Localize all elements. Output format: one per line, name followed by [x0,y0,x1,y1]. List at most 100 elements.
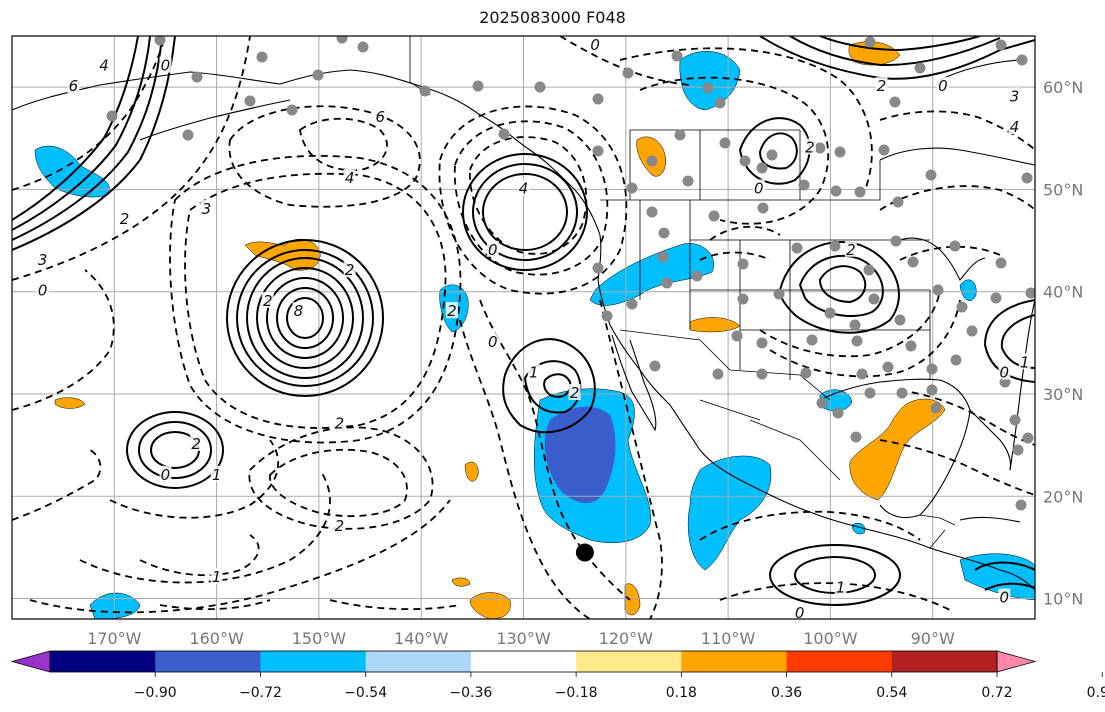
lat-label: 40°N [1043,283,1083,302]
contour-label: 1 [529,364,539,382]
colorbar-swatch [470,651,577,672]
contour-system-gulf-alaska [462,153,588,271]
contour-label: 0 [488,333,498,351]
contour-label-bg [844,240,857,257]
contour-label: 0 [161,466,171,484]
dashed-contours [12,36,1035,619]
contour-label: 2 [345,261,355,279]
us-mexico-border [619,329,831,401]
coast-great-lakes [899,237,986,282]
contour-label-bg [333,414,346,431]
station-dots [106,36,1035,511]
contour-label-bg [752,179,765,196]
lon-label: 110°W [701,629,756,648]
contour-label: 0 [754,179,764,197]
colorbar-swatch [576,651,682,672]
contour-label-bg [486,240,499,257]
contour-label-bg [1008,87,1021,104]
contour-label: 2 [263,292,273,310]
contour-label-bg [998,363,1011,380]
contour-label-bg [36,281,49,298]
lat-label: 30°N [1043,385,1083,404]
contour-label-bg [210,568,223,585]
colorbar-tick-label: −0.36 [449,685,492,701]
contour-label: 6 [376,108,386,126]
contour-label-bg [261,291,274,308]
contour-system-central-pacific [226,239,384,397]
contour-label: 0 [1000,589,1010,607]
shade-cyan-nevada [589,243,714,306]
contour-label: 2 [335,415,345,433]
lon-label: 150°W [292,629,347,648]
coast-caribbean-islands [959,516,1021,523]
contour-label-bg [333,516,346,533]
shade-cyan-caribbean [959,553,1035,601]
colorbar-tick-label: 0.90 [1087,685,1105,701]
colorbar-swatch [891,651,998,672]
us-canada-border [600,160,881,201]
contour-label-bg [343,169,356,186]
shade-orange-south-3 [451,577,471,587]
gridlines [12,36,1035,619]
contour-label: 0 [938,77,948,95]
contour-label-bg [527,363,540,380]
latitude-labels: 60°N 50°N 40°N 30°N 20°N 10°N [1043,78,1083,608]
contour-label-bg [118,210,131,227]
contour-label: 2 [805,139,815,157]
contour-label-bg [190,435,203,452]
contour-label: 2 [846,241,856,259]
chart-title: 2025083000 F048 [479,8,626,27]
colorbar-outline [49,650,998,673]
contour-label-bg [793,603,806,619]
location-marker [575,543,594,562]
colorbar-swatch [260,651,367,672]
lon-label: 100°W [803,629,858,648]
contour-label-bg [36,251,49,268]
contour-label-bg [998,588,1011,605]
colorbar-swatch [155,651,261,672]
contour-label-bg [343,261,356,278]
lon-label: 170°W [87,629,142,648]
contour-label: 3 [38,251,48,269]
contour-label-bg [374,107,387,124]
contour-label: 2 [335,517,345,535]
shade-orange-south-2 [624,583,641,616]
contour-label: 4 [519,179,529,197]
contour-label: 0 [590,36,600,54]
colorbar: −0.90 −0.72 −0.54 −0.36 −0.18 0.18 0.36 0.54 0.7… [10,650,1105,701]
contour-label: 1 [836,578,846,596]
lon-label: 160°W [189,629,244,648]
contour-label-bg [834,578,847,595]
coast-pacific-nw [597,234,1035,591]
contour-system-east-pacific [769,544,1035,606]
contour-label: 4 [99,57,109,75]
contour-label: 6 [69,77,79,95]
shaded-negative-regions [34,51,1035,619]
colorbar-swatch [786,651,893,672]
contour-label: 2 [570,384,580,402]
central-america [919,514,956,549]
shade-orange-south-1 [469,592,511,619]
colorbar-extend-low [10,650,51,673]
shade-orange-gulf-mexico [849,398,946,501]
contour-label-bg [292,302,305,319]
contour-label: 8 [294,302,304,320]
contour-label-bg [210,465,223,482]
contour-label: 4 [1010,118,1020,136]
contour-label: 4 [345,169,355,187]
colorbar-tick-label: 0.54 [876,685,907,701]
contour-label: 3 [202,200,212,218]
contour-label-bg [67,77,80,94]
contour-label: 3 [1010,87,1020,105]
contour-label-bg [486,332,499,349]
contour-label: 2 [120,210,130,228]
contour-label-bg [159,56,172,73]
shade-orange-small-pac [464,461,479,482]
lat-label: 10°N [1043,590,1083,609]
contour-label-bg [936,77,949,94]
colorbar-tick-label: 0.72 [981,685,1012,701]
lat-label: 60°N [1043,78,1083,97]
contour-label: 0 [38,282,48,300]
